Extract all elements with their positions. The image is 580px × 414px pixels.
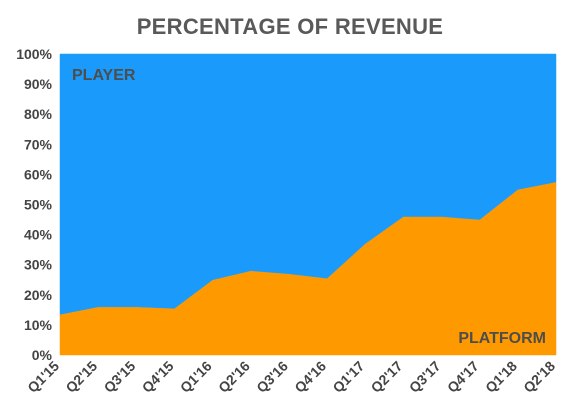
y-tick-label: 50% — [24, 197, 53, 213]
y-tick-label: 10% — [24, 317, 53, 333]
x-tick-label: Q1'18 — [482, 358, 520, 396]
x-tick-label: Q3'15 — [101, 358, 139, 396]
x-tick-label: Q4'15 — [139, 358, 177, 396]
chart-title: PERCENTAGE OF REVENUE — [137, 14, 444, 39]
x-tick-label: Q3'17 — [406, 358, 444, 396]
series-label-player: PLAYER — [72, 67, 136, 84]
y-tick-label: 90% — [24, 76, 53, 92]
x-tick-label: Q4'17 — [444, 358, 482, 396]
y-tick-label: 60% — [24, 166, 53, 182]
plot-area — [59, 53, 557, 356]
y-tick-label: 80% — [24, 106, 53, 122]
x-axis: Q1'15 Q2'15 Q3'15 Q4'15 Q1'16 Q2'16 Q3'16 Q4'16… — [24, 358, 558, 396]
x-tick-label: Q2'18 — [520, 358, 558, 396]
x-tick-label: Q2'16 — [215, 358, 253, 396]
x-tick-label: Q1'16 — [177, 358, 215, 396]
x-tick-label: Q1'15 — [24, 358, 62, 396]
y-tick-label: 20% — [24, 287, 53, 303]
y-tick-label: 70% — [24, 136, 53, 152]
x-tick-label: Q2'17 — [368, 358, 406, 396]
x-tick-label: Q2'15 — [62, 358, 100, 396]
x-tick-label: Q3'16 — [253, 358, 291, 396]
series-label-platform: PLATFORM — [458, 330, 546, 347]
y-axis: 0% 10% 20% 30% 40% 50% 60% 70% 80% 90% 100% — [16, 46, 52, 363]
y-tick-label: 30% — [24, 257, 53, 273]
x-tick-label: Q1'17 — [329, 358, 367, 396]
y-tick-label: 100% — [16, 46, 52, 62]
x-tick-label: Q4'16 — [291, 358, 329, 396]
series-labels: PLAYER PLATFORM — [72, 67, 546, 347]
y-tick-label: 40% — [24, 227, 53, 243]
area-player — [59, 53, 557, 315]
y-tick-label: 0% — [32, 347, 53, 363]
